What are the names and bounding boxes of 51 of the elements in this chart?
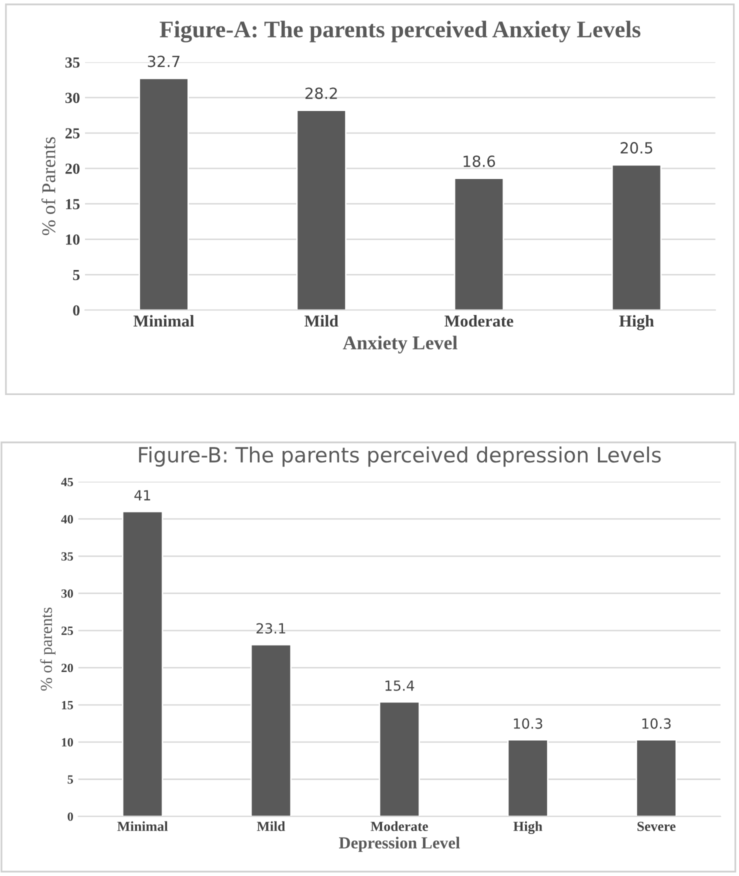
- data-label: 20.5: [620, 142, 652, 154]
- y-tick-label: 45: [61, 478, 74, 486]
- bar: [507, 739, 548, 816]
- x-tick-label: Moderate: [444, 314, 514, 327]
- x-tick-label: High: [619, 314, 654, 330]
- y-axis-title: % of parents: [40, 608, 56, 691]
- y-tick-label: 30: [61, 589, 73, 598]
- y-tick-label: 30: [65, 92, 80, 104]
- x-tick-label: Moderate: [370, 821, 428, 832]
- y-tick-label: 5: [73, 270, 80, 280]
- y-tick-label: 20: [62, 664, 73, 672]
- data-label: 28.2: [305, 88, 337, 100]
- data-label: 15.4: [385, 680, 414, 691]
- y-tick-label: 15: [62, 700, 74, 710]
- y-tick-label: 5: [68, 775, 74, 784]
- bar: [122, 510, 164, 816]
- bar: [250, 644, 292, 816]
- bar: [454, 178, 504, 310]
- data-label: 10.3: [642, 718, 671, 729]
- x-tick-label: Mild: [256, 821, 286, 832]
- bar: [611, 164, 662, 310]
- data-label: 10.3: [514, 718, 542, 729]
- y-tick-label: 20: [65, 164, 80, 174]
- y-tick-label: 0: [73, 305, 80, 316]
- x-tick-label: Minimal: [134, 314, 194, 327]
- y-tick-label: 25: [65, 128, 80, 138]
- x-axis-title: Anxiety Level: [342, 336, 458, 354]
- y-tick-label: 35: [65, 57, 80, 68]
- x-tick-label: Mild: [304, 314, 338, 327]
- x-axis-title: Depression Level: [338, 836, 460, 852]
- y-tick-label: 10: [66, 234, 80, 245]
- y-tick-label: 40: [61, 515, 73, 524]
- y-tick-label: 0: [68, 812, 73, 821]
- y-axis-title: % of Parents: [41, 137, 56, 236]
- bar: [138, 78, 189, 310]
- x-tick-label: High: [513, 821, 542, 834]
- y-tick-label: 35: [61, 552, 74, 561]
- bar: [636, 739, 677, 816]
- data-label: 41: [134, 490, 150, 500]
- bar: [296, 110, 346, 310]
- data-label: 32.7: [148, 56, 180, 68]
- y-tick-label: 25: [62, 626, 74, 635]
- x-tick-label: Severe: [638, 822, 676, 832]
- bar: [378, 701, 420, 816]
- data-label: 23.1: [256, 623, 286, 634]
- data-label: 18.6: [464, 156, 496, 168]
- chart-title: Figure-A: The parents perceived Anxiety Levels: [160, 20, 640, 42]
- y-tick-label: 10: [62, 738, 73, 747]
- chart-title: Figure-B: The parents perceived depression Levels: [139, 446, 661, 467]
- y-tick-label: 15: [66, 199, 80, 210]
- x-tick-label: Minimal: [117, 821, 168, 832]
